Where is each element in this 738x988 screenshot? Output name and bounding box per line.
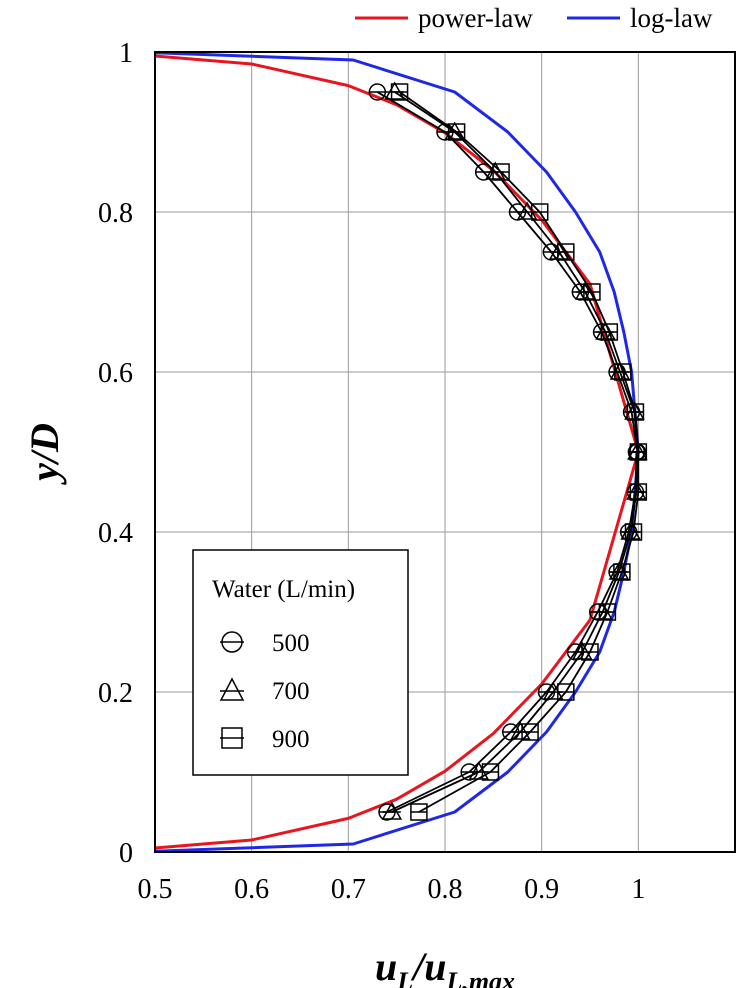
legend-marker-circle [220,631,244,653]
legend-marker-triangle [219,677,245,701]
axis-tick-labels: 0.5 0.6 0.7 0.8 0.9 1 0 0.2 0.4 0.6 0.8 1 [98,38,645,905]
y-tick-label: 0.4 [98,518,133,549]
marker-square-900 [614,363,632,381]
plot-area-frame [154,51,736,853]
x-tick-label: 0.8 [428,874,463,905]
marker-square-900 [530,203,549,221]
inset-legend-label-500: 500 [272,630,310,657]
inset-legend-label-700: 700 [272,678,310,705]
marker-square-900 [624,523,643,541]
marker-square-900 [613,563,631,581]
marker-triangle [468,761,490,780]
marker-triangle [381,801,403,820]
marker-square-900 [557,243,575,261]
legend-marker-square [220,727,244,749]
y-tick-label: 0.8 [98,198,133,229]
legend-label-log-law: log-law [630,3,713,33]
marker-square-900 [598,603,617,621]
x-tick-label: 0.5 [138,874,173,905]
marker-triangle [510,721,531,740]
marker-square-900 [626,403,645,421]
y-tick-label: 1 [119,38,133,69]
marker-triangle [574,281,596,300]
x-tick-label: 0.7 [331,874,366,905]
x-axis-title-main: u [375,944,397,988]
inset-legend-label-900: 900 [272,726,310,753]
marker-square-900 [629,483,648,501]
y-axis-title: y/D [22,423,67,485]
inset-legend-title: Water (L/min) [212,576,355,603]
x-axis-title-mid: /u [410,944,446,988]
x-axis-title-sub2: L,max [445,967,515,988]
y-tick-label: 0.2 [98,678,133,709]
series-line-900 [399,91,640,813]
marker-square-900 [492,163,510,181]
marker-triangle [548,241,570,260]
marker-triangle-700 [381,801,403,820]
marker-square-900 [629,443,648,461]
marker-square-900 [557,683,575,701]
marker-triangle [627,441,648,460]
marker-triangle [444,121,465,140]
series-markers [368,81,648,821]
marker-square-900 [521,723,539,741]
x-tick-label: 0.9 [524,874,559,905]
marker-triangle [484,161,506,180]
marker-square-900 [600,323,619,341]
marker-square-900 [390,83,409,101]
marker-circle-500 [368,83,387,101]
legend-label-power-law: power-law [418,3,533,33]
marker-triangle [624,401,645,420]
marker-triangle [592,601,613,620]
marker-square-900 [447,123,466,141]
y-tick-label: 0.6 [98,358,133,389]
marker-square-900 [481,763,500,781]
marker-square-900 [583,283,601,301]
marker-triangle [626,481,647,500]
x-axis-title-sub: L [396,967,413,988]
marker-triangle [384,81,406,100]
inset-legend: Water (L/min) 500 700 900 [192,549,409,776]
x-axis-title: uL/uL,max [375,944,515,988]
marker-square-900 [581,643,599,661]
x-tick-label: 1 [631,874,645,905]
series-line-500 [376,91,639,813]
top-legend: power-law log-law [355,3,713,33]
x-tick-label: 0.6 [234,874,269,905]
marker-square-900 [410,803,428,821]
series-line-700 [391,91,639,813]
y-tick-label: 0 [119,838,133,869]
